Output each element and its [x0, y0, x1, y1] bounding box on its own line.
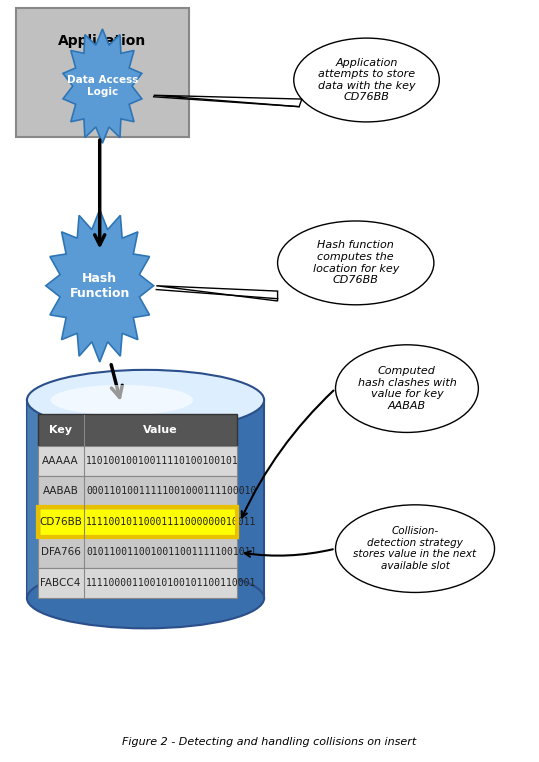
- Text: 11010010010011110100100101: 11010010010011110100100101: [86, 456, 239, 466]
- Text: Figure 2 - Detecting and handling collisions on insert: Figure 2 - Detecting and handling collis…: [122, 737, 417, 747]
- Text: Data Access
Logic: Data Access Logic: [67, 75, 138, 97]
- Text: 11110000110010100101100110001: 11110000110010100101100110001: [86, 578, 257, 588]
- Text: AAAAA: AAAAA: [43, 456, 79, 466]
- Polygon shape: [46, 210, 154, 362]
- Text: 01011001100100110011111001011: 01011001100100110011111001011: [86, 547, 257, 558]
- Text: Collision-
detection strategy
stores value in the next
available slot: Collision- detection strategy stores val…: [354, 527, 476, 571]
- Text: Value: Value: [143, 424, 178, 435]
- Text: Application: Application: [58, 34, 147, 48]
- Text: Computed
hash clashes with
value for key
AABAB: Computed hash clashes with value for key…: [357, 367, 457, 411]
- Bar: [38, 507, 237, 537]
- Bar: [38, 507, 237, 537]
- Text: FABCC4: FABCC4: [40, 578, 81, 588]
- Text: DFA766: DFA766: [41, 547, 80, 558]
- Ellipse shape: [27, 370, 264, 431]
- Ellipse shape: [27, 568, 264, 629]
- Text: Hash
Function: Hash Function: [70, 272, 130, 299]
- Text: AABAB: AABAB: [43, 486, 79, 497]
- Bar: [38, 414, 237, 446]
- Polygon shape: [156, 286, 278, 301]
- Polygon shape: [63, 29, 142, 143]
- Bar: [27, 400, 98, 598]
- Bar: [27, 400, 264, 598]
- Ellipse shape: [278, 221, 434, 305]
- Text: Key: Key: [49, 424, 72, 435]
- Bar: [38, 537, 237, 568]
- Bar: [38, 446, 237, 476]
- Bar: [38, 476, 237, 507]
- Bar: [38, 568, 237, 598]
- Text: Application
attempts to store
data with the key
CD76BB: Application attempts to store data with …: [317, 58, 416, 102]
- Text: CD76BB: CD76BB: [39, 517, 82, 527]
- Text: Hash function
computes the
location for key
CD76BB: Hash function computes the location for …: [313, 241, 399, 285]
- Ellipse shape: [335, 505, 495, 593]
- Ellipse shape: [51, 385, 193, 415]
- Polygon shape: [154, 95, 302, 107]
- Ellipse shape: [294, 38, 439, 122]
- FancyBboxPatch shape: [16, 8, 189, 137]
- Ellipse shape: [335, 345, 479, 433]
- Text: 11110010110001111000000010011: 11110010110001111000000010011: [86, 517, 257, 527]
- Text: 00011010011111001000111100010: 00011010011111001000111100010: [86, 486, 257, 497]
